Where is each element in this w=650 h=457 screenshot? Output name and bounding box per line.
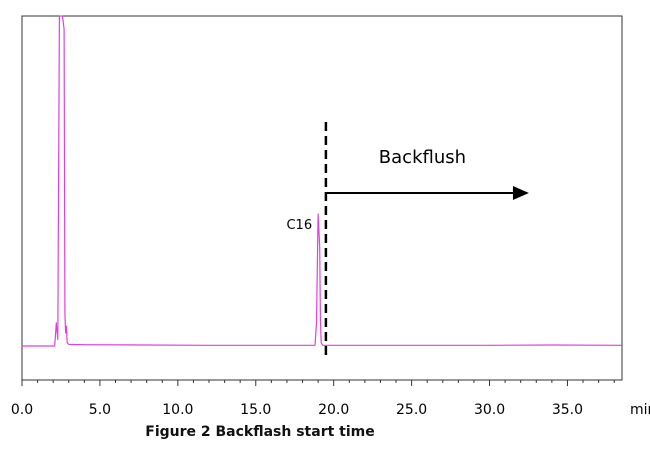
annotations: Backflush C16 [286, 122, 529, 358]
x-axis: 0.0 5.0 10.0 15.0 20.0 25.0 30.0 35.0 min [11, 380, 650, 418]
series-group [22, 15, 623, 347]
x-axis-unit: min [630, 402, 650, 418]
x-tick-label: 10.0 [162, 402, 193, 418]
plot-border [21, 15, 623, 381]
peak-label-c16: C16 [286, 218, 312, 233]
chromatogram-trace [22, 15, 623, 347]
backflush-arrow-head [512, 186, 529, 200]
figure-caption: Figure 2 Backflash start time [145, 424, 375, 440]
x-tick-label: 5.0 [89, 402, 111, 418]
plot-frame [21, 15, 623, 381]
x-tick-label: 20.0 [318, 402, 349, 418]
x-tick-label: 35.0 [552, 402, 583, 418]
x-tick-label: 0.0 [11, 402, 33, 418]
backflush-label: Backflush [379, 147, 466, 168]
x-tick-label: 15.0 [240, 402, 271, 418]
chromatogram-chart: 0.0 5.0 10.0 15.0 20.0 25.0 30.0 35.0 min Backfl… [11, 15, 650, 418]
x-tick-label: 25.0 [396, 402, 427, 418]
x-tick-label: 30.0 [474, 402, 505, 418]
